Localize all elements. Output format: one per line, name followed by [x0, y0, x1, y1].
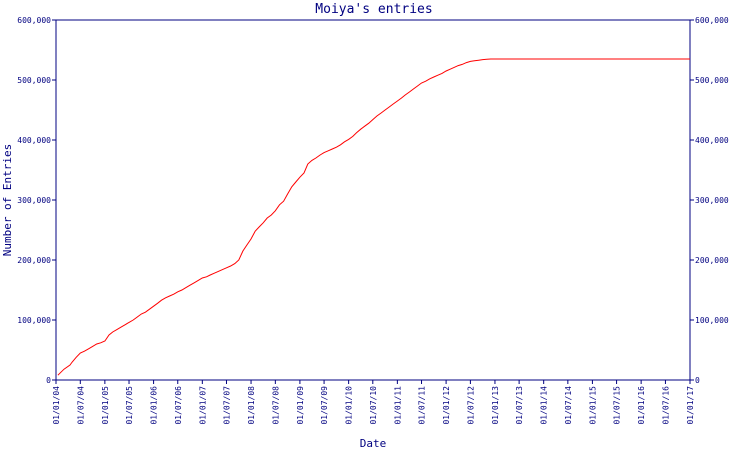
- y-tick-label-right: 0: [695, 376, 700, 385]
- y-tick-label-left: 0: [46, 376, 51, 385]
- x-tick-label: 01/07/08: [271, 386, 280, 425]
- x-tick-label: 01/07/06: [174, 386, 183, 425]
- x-tick-label: 01/01/08: [247, 386, 256, 425]
- x-tick-label: 01/01/06: [150, 386, 159, 425]
- x-tick-label: 01/01/17: [686, 386, 695, 425]
- y-tick-label-right: 500,000: [695, 76, 729, 85]
- y-tick-label-left: 100,000: [17, 316, 51, 325]
- x-tick-label: 01/07/05: [125, 386, 134, 425]
- x-tick-label: 01/07/10: [369, 386, 378, 425]
- x-tick-label: 01/01/12: [442, 386, 451, 425]
- y-tick-label-right: 400,000: [695, 136, 729, 145]
- y-axis-left: 0 100,000 200,000 300,000 400,000 500,000 600,…: [17, 16, 56, 385]
- x-tick-label: 01/07/09: [320, 386, 329, 425]
- x-tick-label: 01/01/09: [296, 386, 305, 425]
- y-tick-label-left: 600,000: [17, 16, 51, 25]
- y-tick-label-left: 400,000: [17, 136, 51, 145]
- y-tick-label-left: 300,000: [17, 196, 51, 205]
- x-tick-label: 01/07/04: [76, 386, 85, 425]
- x-tick-label: 01/01/14: [540, 386, 549, 425]
- y-tick-label-right: 600,000: [695, 16, 729, 25]
- x-tick-label: 01/07/15: [613, 386, 622, 425]
- x-axis-title: Date: [360, 437, 387, 450]
- y-tick-label-right: 200,000: [695, 256, 729, 265]
- x-tick-label: 01/01/15: [588, 386, 597, 425]
- series-group: [57, 58, 690, 376]
- x-tick-label: 01/07/13: [515, 386, 524, 425]
- y-tick-label-right: 100,000: [695, 316, 729, 325]
- x-tick-label: 01/01/10: [345, 386, 354, 425]
- x-tick-label: 01/07/16: [661, 386, 670, 425]
- y-tick-label-left: 200,000: [17, 256, 51, 265]
- y-tick-label-left: 500,000: [17, 76, 51, 85]
- x-tick-label: 01/01/07: [198, 386, 207, 425]
- x-tick-label: 01/07/07: [222, 386, 231, 425]
- x-tick-label: 01/01/11: [393, 386, 402, 425]
- x-tick-label: 01/01/04: [52, 386, 61, 425]
- x-tick-label: 01/07/11: [418, 386, 427, 425]
- y-axis-right: 0 100,000 200,000 300,000 400,000 500,000 600,…: [690, 16, 729, 385]
- y-tick-label-right: 300,000: [695, 196, 729, 205]
- x-tick-label: 01/07/14: [564, 386, 573, 425]
- x-tick-label: 01/01/16: [637, 386, 646, 425]
- chart-title: Moiya's entries: [315, 2, 432, 17]
- y-axis-title: Number of Entries: [1, 144, 14, 257]
- x-tick-label: 01/01/13: [491, 386, 500, 425]
- x-axis: 01/01/04 01/07/04 01/01/05 01/07/05 01/01/06…: [52, 380, 695, 425]
- x-tick-label: 01/07/12: [466, 386, 475, 425]
- series-line: [57, 58, 690, 376]
- x-tick-label: 01/01/05: [101, 386, 110, 425]
- plot-frame: [55, 19, 691, 381]
